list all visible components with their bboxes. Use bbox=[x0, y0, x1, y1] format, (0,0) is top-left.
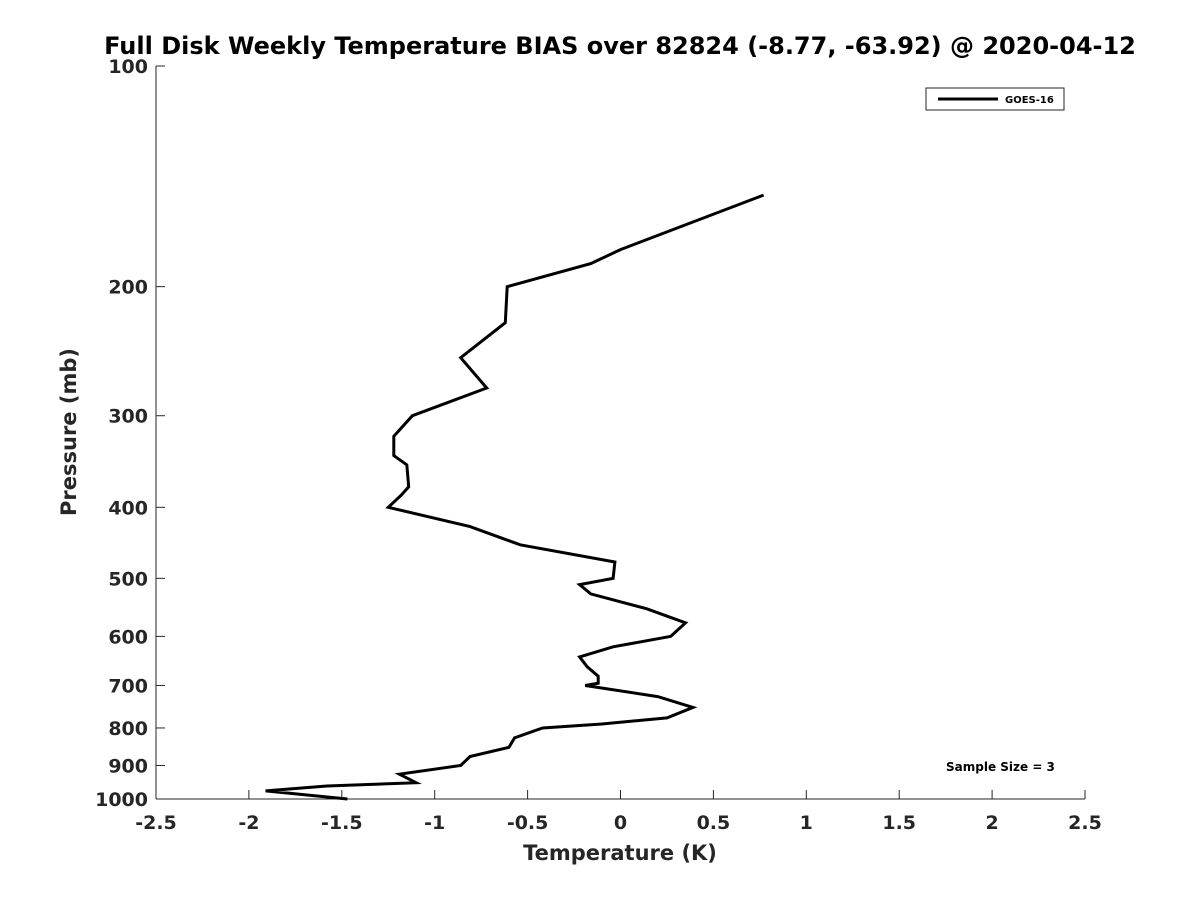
x-tick-label: -2.5 bbox=[135, 812, 177, 834]
y-tick-label: 900 bbox=[108, 755, 148, 777]
y-tick-label: 500 bbox=[108, 568, 148, 590]
y-tick-label: 200 bbox=[108, 277, 148, 299]
y-tick-label: 800 bbox=[108, 718, 148, 740]
x-tick-label: -1.5 bbox=[321, 812, 363, 834]
x-axis-ticks: -2.5 -2 -1.5 -1 -0.5 0 0.5 1 1.5 2 2.5 bbox=[135, 790, 1102, 834]
y-tick-label: 400 bbox=[108, 497, 148, 519]
series-line-goes-16 bbox=[265, 193, 765, 801]
chart-title: Full Disk Weekly Temperature BIAS over 8… bbox=[104, 32, 1136, 60]
y-tick-label: 1000 bbox=[95, 789, 148, 811]
legend: GOES-16 bbox=[925, 87, 1065, 111]
x-tick-label: 1.5 bbox=[882, 812, 916, 834]
x-tick-label: -1 bbox=[424, 812, 445, 834]
y-tick-label: 100 bbox=[108, 56, 148, 78]
x-tick-label: 2.5 bbox=[1068, 812, 1102, 834]
x-tick-label: 0 bbox=[614, 812, 627, 834]
x-axis-label: Temperature (K) bbox=[523, 841, 717, 865]
legend-entry-goes-16: GOES-16 bbox=[1005, 95, 1054, 106]
y-tick-label: 600 bbox=[108, 626, 148, 648]
y-tick-label: 300 bbox=[108, 406, 148, 428]
x-tick-label: 2 bbox=[985, 812, 998, 834]
y-axis-ticks: 100 200 300 400 500 600 700 800 900 1000 bbox=[95, 56, 165, 811]
y-tick-label: 700 bbox=[108, 675, 148, 697]
y-axis-label: Pressure (mb) bbox=[57, 348, 81, 516]
sample-size-annotation: Sample Size = 3 bbox=[946, 760, 1055, 774]
x-tick-label: -0.5 bbox=[507, 812, 549, 834]
x-tick-label: 0.5 bbox=[697, 812, 731, 834]
x-tick-label: 1 bbox=[800, 812, 813, 834]
x-tick-label: -2 bbox=[238, 812, 259, 834]
